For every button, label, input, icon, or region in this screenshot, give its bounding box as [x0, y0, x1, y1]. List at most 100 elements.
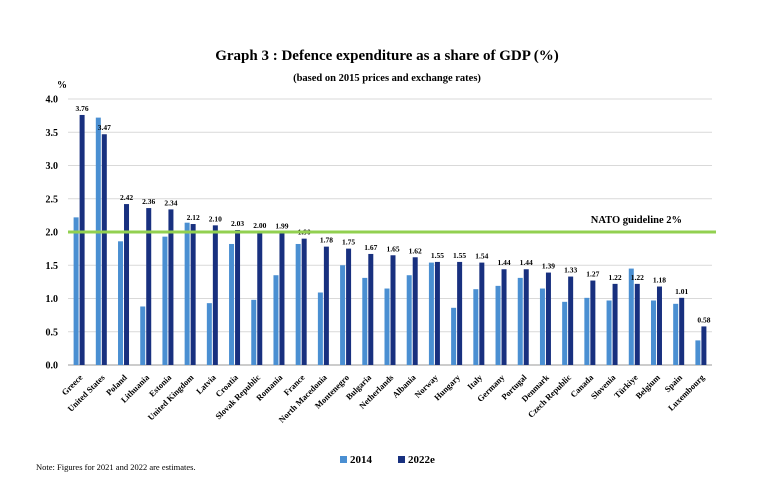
data-label: 3.76: [76, 104, 89, 113]
bar-2022e: [457, 261, 463, 365]
bar-2014: [406, 275, 412, 365]
bar-2022e: [146, 208, 152, 365]
y-tick-label: 4.0: [46, 95, 59, 106]
bar-2022e: [501, 269, 507, 365]
data-label: 1.39: [542, 262, 555, 271]
data-label: 2.36: [142, 197, 155, 206]
bar-2022e: [101, 134, 107, 365]
bar-2014: [273, 275, 279, 365]
legend-label-2022e: 2022e: [408, 454, 435, 466]
bar-2022e: [479, 262, 485, 365]
data-label: 1.44: [497, 258, 510, 267]
data-label: 2.03: [231, 219, 244, 228]
bar-2022e: [168, 209, 174, 365]
bar-2022e: [79, 114, 85, 366]
bar-2014: [229, 243, 235, 365]
data-label: 1.44: [520, 258, 533, 267]
bar-2014: [451, 307, 457, 365]
bar-2014: [384, 288, 390, 365]
bar-2014: [650, 300, 656, 365]
bar-2014: [295, 243, 301, 365]
data-label: 1.22: [609, 273, 622, 282]
data-label: 2.12: [187, 213, 200, 222]
bar-2022e: [323, 246, 329, 365]
bar-2022e: [235, 230, 241, 365]
data-label: 2.42: [120, 193, 133, 202]
data-label: 1.62: [409, 246, 422, 255]
data-label: 2.00: [253, 221, 266, 230]
bar-2022e: [212, 225, 218, 365]
footnote: Note: Figures for 2021 and 2022 are esti…: [36, 462, 196, 472]
bar-2014: [340, 265, 346, 365]
bar-2014: [95, 117, 101, 366]
y-tick-label: 0.5: [46, 327, 59, 338]
category-label: Slovenia: [589, 372, 618, 401]
data-label: 1.33: [564, 266, 577, 275]
bar-2014: [140, 306, 146, 365]
bar-2014: [628, 268, 634, 365]
bar-2014: [317, 292, 323, 365]
legend: 2014 2022e: [340, 454, 435, 466]
legend-label-2014: 2014: [350, 454, 373, 466]
bar-2022e: [346, 248, 352, 365]
bar-2022e: [679, 297, 685, 365]
y-tick-label: 3.0: [46, 161, 59, 172]
data-label: 1.67: [364, 243, 377, 252]
y-tick-label: 3.5: [46, 128, 59, 139]
bar-2014: [162, 236, 168, 365]
bar-2014: [673, 303, 679, 365]
bar-2014: [539, 288, 545, 365]
bar-2014: [695, 340, 701, 365]
bar-2014: [73, 217, 79, 365]
bar-2022e: [590, 280, 596, 365]
data-label: 1.75: [342, 238, 355, 247]
bar-2022e: [656, 286, 662, 365]
chart-title: Graph 3 : Defence expenditure as a share…: [215, 48, 559, 64]
bar-2022e: [279, 232, 285, 365]
y-ticks: 0.0 0.5 1.0 1.5 2.0 2.5 3.0 3.5 4.0: [46, 95, 59, 372]
bar-2022e: [390, 255, 396, 365]
bars: [73, 114, 707, 366]
bar-2022e: [612, 283, 618, 365]
data-label: 1.22: [631, 273, 644, 282]
y-tick-label: 0.0: [46, 361, 59, 372]
data-label: 1.78: [320, 236, 333, 245]
bar-2022e: [257, 232, 263, 365]
bar-2022e: [412, 257, 418, 365]
category-label: Italy: [465, 372, 485, 392]
data-label: 1.18: [653, 276, 666, 285]
data-label: 1.99: [275, 222, 288, 231]
bar-2022e: [124, 204, 130, 365]
chart-subtitle: (based on 2015 prices and exchange rates…: [293, 73, 481, 84]
bar-2014: [517, 277, 523, 365]
bar-2022e: [545, 272, 551, 365]
data-label: 1.55: [453, 251, 466, 260]
bar-2022e: [568, 276, 574, 365]
data-label: 2.34: [164, 198, 177, 207]
bar-2014: [251, 299, 257, 365]
legend-swatch-2014: [340, 456, 347, 463]
category-label: Belgium: [633, 372, 661, 400]
y-axis-label: %: [57, 80, 67, 91]
bar-2014: [206, 303, 212, 365]
bar-2014: [184, 222, 190, 365]
bar-2022e: [523, 269, 529, 365]
bar-2022e: [634, 283, 640, 365]
bar-2022e: [301, 238, 307, 365]
bar-2014: [584, 297, 590, 365]
bar-2022e: [701, 326, 707, 365]
y-tick-label: 1.5: [46, 261, 59, 272]
bar-2022e: [368, 253, 374, 365]
guideline-label: NATO guideline 2%: [591, 215, 682, 226]
data-label: 1.27: [586, 270, 599, 279]
data-label: 1.01: [675, 287, 688, 296]
data-label: 1.54: [475, 252, 488, 261]
bar-2014: [362, 277, 368, 365]
data-label: 0.58: [697, 315, 710, 324]
bar-2022e: [190, 224, 196, 365]
data-labels: 3.76 3.47 2.42 2.36 2.34 2.12 2.10 2.03 2.00 1.99…: [76, 104, 711, 324]
bar-2014: [118, 241, 124, 365]
bar-2022e: [434, 261, 440, 365]
